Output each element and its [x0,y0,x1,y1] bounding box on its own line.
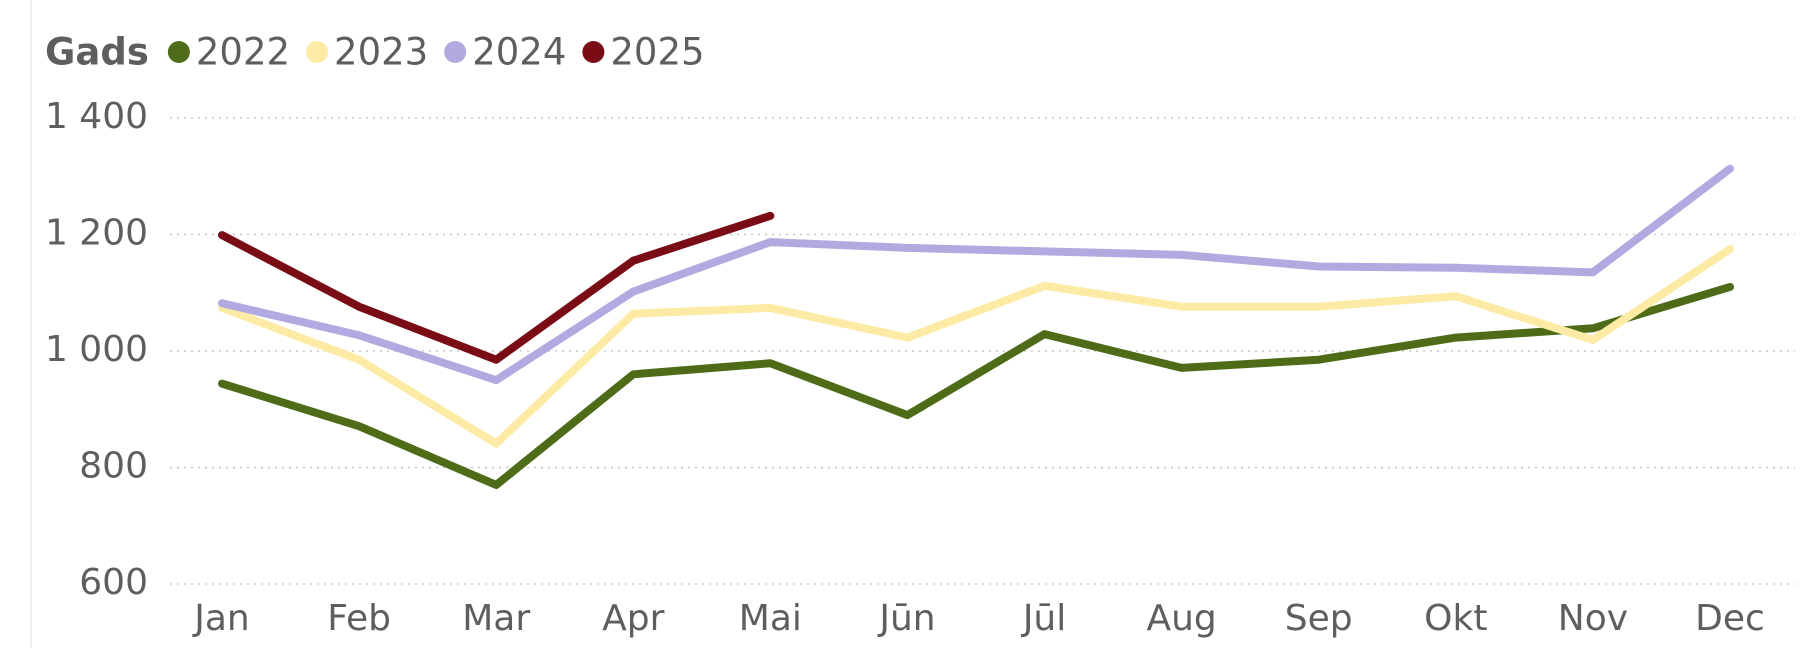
y-tick-label: 1 000 [45,329,148,370]
series-line [218,164,1734,385]
legend-marker [444,41,467,63]
x-tick-label: Mar [462,598,530,639]
legend-label: 2025 [610,31,704,74]
y-tick-label: 1 200 [45,213,148,254]
legend-title: Gads [45,31,149,74]
series-line [218,245,1734,448]
x-tick-label: Feb [327,598,391,639]
legend-label: 2023 [334,31,428,74]
x-tick-label: Jan [192,598,250,639]
x-tick-label: Sep [1285,598,1353,639]
x-tick-label: Dec [1695,598,1765,639]
x-tick-label: Jūl [1021,598,1066,639]
legend-marker [582,41,605,63]
x-tick-label: Jūn [877,598,935,639]
legend-marker [167,41,190,63]
y-tick-label: 800 [79,446,148,487]
legend-label: 2024 [472,31,566,74]
x-tick-label: Apr [602,598,664,639]
x-tick-label: Mai [739,598,802,639]
y-tick-label: 1 400 [45,96,148,137]
x-tick-label: Aug [1146,598,1216,639]
series-line [218,211,775,364]
x-tick-label: Okt [1424,598,1487,639]
x-tick-label: Nov [1558,598,1628,639]
legend-label: 2022 [196,31,290,74]
series-line [218,282,1734,489]
legend-marker [306,41,329,63]
y-tick-label: 600 [79,562,148,603]
